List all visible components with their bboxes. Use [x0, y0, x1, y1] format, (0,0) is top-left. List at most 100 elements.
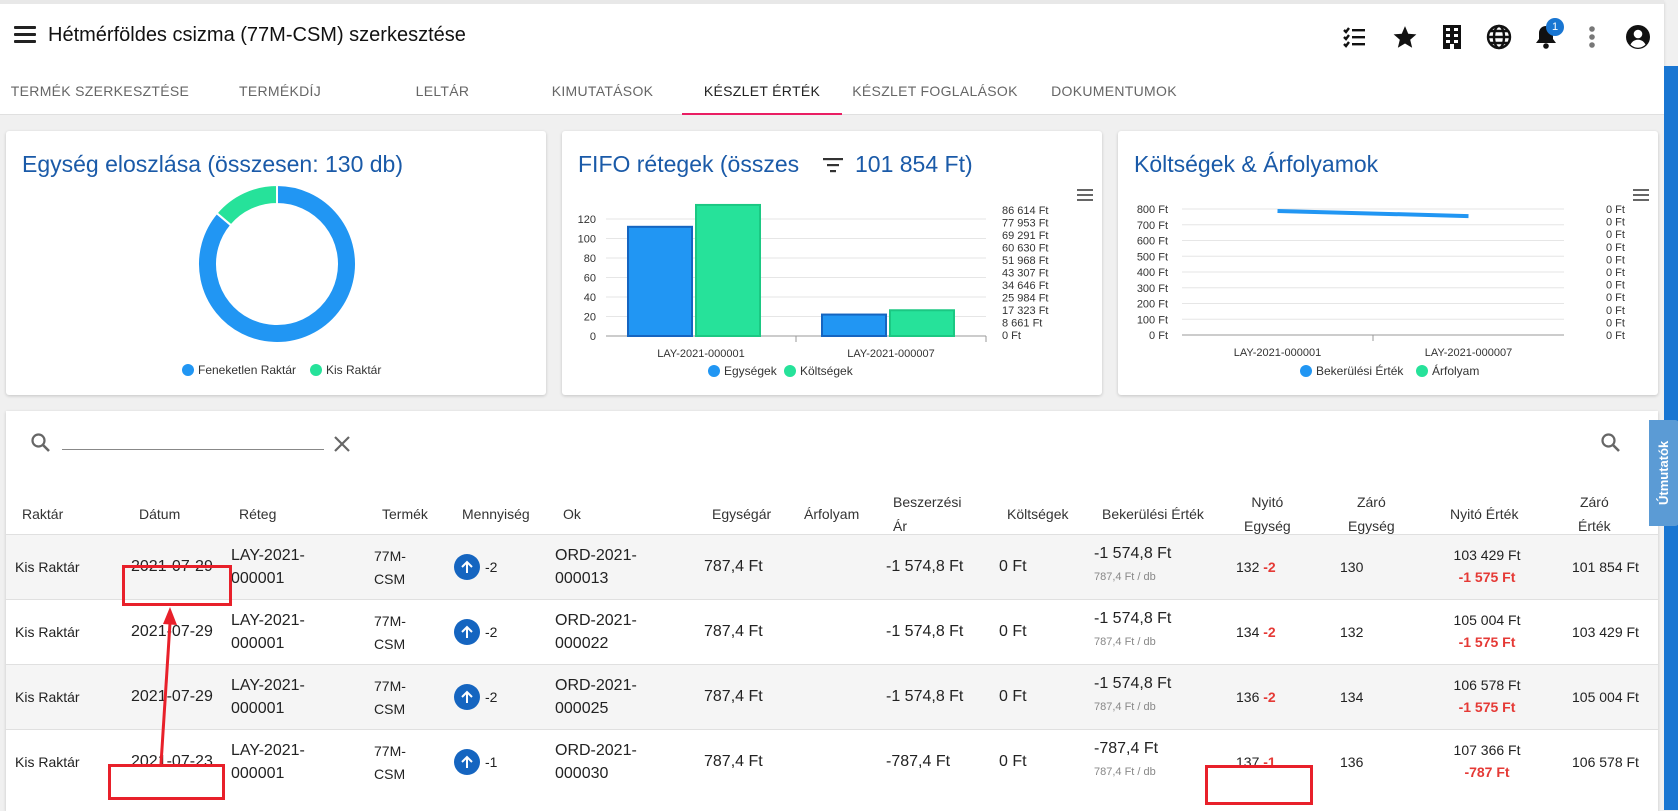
legend-label: Költségek [800, 364, 854, 378]
col-header-zaro-ertek[interactable]: Záró Érték [1578, 490, 1611, 538]
termek-line: CSM [374, 701, 406, 717]
cell-termek: 77M- CSM [374, 675, 406, 721]
cell-zaro-ertek: 106 578 Ft [1572, 754, 1639, 770]
chart-title: Költségek & Árfolyamok [1134, 151, 1379, 177]
notification-badge: 1 [1546, 18, 1564, 36]
tab-dokumentumok[interactable]: DOKUMENTUMOK [1051, 83, 1177, 99]
cell-mennyiseg: -2 [485, 624, 498, 640]
cell-datum: 2021-07-29 [131, 623, 213, 640]
more-vert-icon[interactable] [1578, 23, 1606, 51]
building-icon[interactable] [1438, 23, 1466, 51]
x-tick-label: LAY-2021-000007 [847, 348, 934, 360]
col-header-arfolyam[interactable]: Árfolyam [804, 506, 860, 522]
reteg-line: 000001 [231, 635, 285, 652]
y2-tick-label: 0 Ft [1606, 229, 1625, 241]
y2-tick-label: 0 Ft [1606, 204, 1625, 216]
y-tick-label: 40 [584, 292, 596, 304]
table-row[interactable]: Kis Raktár 2021-07-29 LAY-2021- 000001 77… [6, 599, 1658, 664]
y-tick-label: 300 Ft [1137, 283, 1168, 295]
col-header-egysegar[interactable]: Egységár [712, 506, 772, 522]
header-line: Beszerzési [893, 494, 962, 510]
reteg-line: LAY-2021- [231, 612, 305, 629]
nyito-egyseg-base: 136 [1236, 689, 1260, 705]
legend-marker [310, 364, 322, 376]
cell-termek: 77M- CSM [374, 740, 406, 786]
termek-line: CSM [374, 636, 406, 652]
ok-line: 000022 [555, 635, 609, 652]
nyito-egyseg-delta: -2 [1263, 624, 1276, 640]
account-circle-icon[interactable] [1624, 23, 1652, 51]
ok-line: ORD-2021- [555, 742, 637, 759]
unit-distribution-card: Egység eloszlása (összesen: 130 db) Fene… [6, 131, 546, 395]
column-search-icon[interactable] [1600, 432, 1622, 454]
cell-ok: ORD-2021- 000025 [555, 674, 637, 720]
tab-kimutatasok[interactable]: KIMUTATÁSOK [551, 83, 654, 99]
table-row[interactable]: Kis Raktár 2021-07-29 LAY-2021- 000001 77… [6, 534, 1658, 599]
help-tab[interactable]: Útmutatók [1649, 420, 1678, 526]
legend-marker [182, 364, 194, 376]
ok-line: 000025 [555, 700, 609, 717]
col-header-raktar[interactable]: Raktár [22, 506, 64, 522]
hamburger-menu-icon[interactable] [14, 26, 36, 44]
cell-nyito-egyseg: 136 -2 [1236, 686, 1276, 709]
tab-termek-szerkesztese[interactable]: TERMÉK SZERKESZTÉSE [10, 83, 190, 99]
chart-menu-icon[interactable] [1633, 189, 1649, 201]
col-header-datum[interactable]: Dátum [139, 506, 181, 522]
legend-marker [1300, 365, 1312, 377]
star-icon[interactable] [1391, 23, 1419, 51]
col-header-nyito-egyseg[interactable]: Nyitó Egység [1244, 490, 1291, 538]
bar [889, 309, 955, 338]
col-header-koltsegek[interactable]: Költségek [1007, 506, 1069, 522]
col-header-reteg[interactable]: Réteg [239, 506, 277, 522]
col-header-nyito-ertek[interactable]: Nyitó Érték [1450, 506, 1519, 522]
chart-title-left: FIFO rétegek (összes [578, 151, 800, 177]
highlight-box-nyito-egyseg [1205, 765, 1313, 805]
donut-chart: Feneketlen Raktár Kis Raktár [182, 183, 381, 377]
arrow-up-icon[interactable] [454, 619, 480, 645]
legend-marker [708, 365, 720, 377]
cell-zaro-ertek: 105 004 Ft [1572, 689, 1639, 705]
globe-icon[interactable] [1485, 23, 1513, 51]
chart-menu-icon[interactable] [1077, 189, 1093, 201]
col-header-termek[interactable]: Termék [382, 506, 428, 522]
clear-search-icon[interactable] [333, 435, 351, 453]
nyito-ertek-value: 107 366 Ft [1453, 742, 1521, 758]
tab-leltar[interactable]: LELTÁR [415, 83, 470, 99]
header-line: Egység [1348, 518, 1395, 534]
cell-koltsegek: 0 Ft [999, 688, 1027, 705]
col-header-beszerzesi[interactable]: Beszerzési Ár [893, 490, 961, 538]
page-title: Hétmérföldes csizma (77M-CSM) szerkeszté… [48, 24, 466, 46]
col-header-zaro-egyseg[interactable]: Záró Egység [1348, 490, 1395, 538]
y-tick-label: 0 [590, 331, 596, 343]
nyito-egyseg-base: 134 [1236, 624, 1260, 640]
table-row[interactable]: Kis Raktár 2021-07-29 LAY-2021- 000001 77… [6, 664, 1658, 729]
cell-mennyiseg: -2 [485, 559, 498, 575]
col-header-mennyiseg[interactable]: Mennyiség [462, 506, 530, 522]
arrow-up-icon[interactable] [454, 684, 480, 710]
arrow-up-icon[interactable] [454, 554, 480, 580]
arrow-up-icon[interactable] [454, 749, 480, 775]
reteg-line: 000001 [231, 570, 285, 587]
search-input[interactable] [62, 449, 324, 450]
col-header-ok[interactable]: Ok [563, 506, 581, 522]
ok-line: 000030 [555, 765, 609, 782]
legend-label: Bekerülési Érték [1316, 363, 1404, 378]
filter-icon[interactable] [822, 155, 844, 175]
col-header-bekerulesi[interactable]: Bekerülési Érték [1102, 506, 1204, 522]
tab-termekdij[interactable]: TERMÉKDÍJ [238, 83, 322, 99]
checklist-icon[interactable] [1340, 23, 1368, 51]
bar [821, 313, 887, 338]
header-line: Egység [1244, 518, 1291, 534]
termek-line: CSM [374, 766, 406, 782]
tab-keszlet-foglalasok[interactable]: KÉSZLET FOGLALÁSOK [852, 83, 1018, 99]
bekerulesi-per-unit: 787,4 Ft / db [1094, 571, 1156, 583]
y2-tick-label: 60 630 Ft [1002, 243, 1048, 255]
bekerulesi-main: -1 574,8 Ft [1094, 545, 1172, 562]
table-row[interactable]: Kis Raktár 2021-07-23 LAY-2021- 000001 77… [6, 729, 1658, 794]
bar [695, 203, 761, 337]
nyito-ertek-delta: -1 575 Ft [1458, 569, 1516, 585]
y-tick-label: 100 Ft [1137, 314, 1168, 326]
legend-marker [1416, 365, 1428, 377]
cell-reteg: LAY-2021- 000001 [231, 544, 305, 590]
tab-keszlet-ertek[interactable]: KÉSZLET ÉRTÉK [682, 66, 842, 115]
